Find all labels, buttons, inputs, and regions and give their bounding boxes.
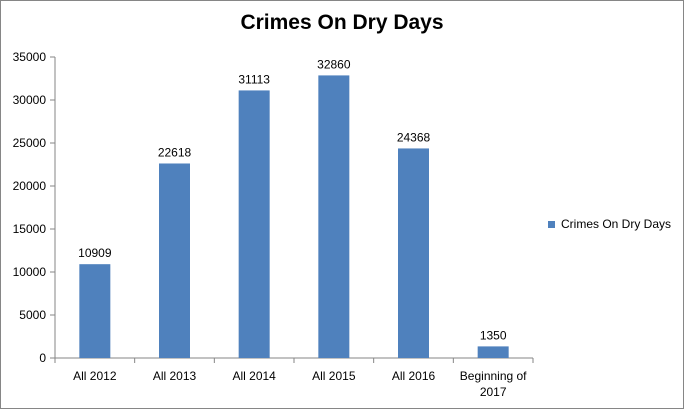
x-tick-label: All 2012 xyxy=(73,369,117,383)
data-label: 24368 xyxy=(397,130,431,144)
bar xyxy=(79,264,111,358)
y-tick-label: 10000 xyxy=(13,265,47,279)
bar xyxy=(398,148,429,358)
x-tick-label: All 2016 xyxy=(392,369,436,383)
y-tick-label: 35000 xyxy=(13,50,47,64)
bar xyxy=(477,346,509,358)
x-tick-label: Beginning of xyxy=(460,369,527,383)
x-tick-label: All 2015 xyxy=(312,369,356,383)
legend-label: Crimes On Dry Days xyxy=(561,217,671,231)
x-tick-label: All 2013 xyxy=(153,369,197,383)
data-label: 1350 xyxy=(480,328,507,342)
data-label: 22618 xyxy=(158,145,192,159)
data-label: 32860 xyxy=(317,57,351,71)
data-label: 31113 xyxy=(238,72,270,86)
y-tick-label: 20000 xyxy=(13,179,47,193)
y-tick-label: 0 xyxy=(39,351,46,365)
bar xyxy=(318,75,350,359)
y-tick-label: 25000 xyxy=(13,136,47,150)
bar xyxy=(159,163,190,358)
y-tick-label: 15000 xyxy=(13,222,47,236)
chart-title: Crimes On Dry Days xyxy=(240,11,444,34)
bar xyxy=(238,90,270,359)
y-tick-label: 30000 xyxy=(13,93,47,107)
y-tick-label: 5000 xyxy=(19,308,46,322)
legend-swatch xyxy=(548,221,555,228)
data-label: 10909 xyxy=(78,246,112,260)
x-tick-label: All 2014 xyxy=(232,369,276,383)
x-tick-label: 2017 xyxy=(480,385,507,399)
